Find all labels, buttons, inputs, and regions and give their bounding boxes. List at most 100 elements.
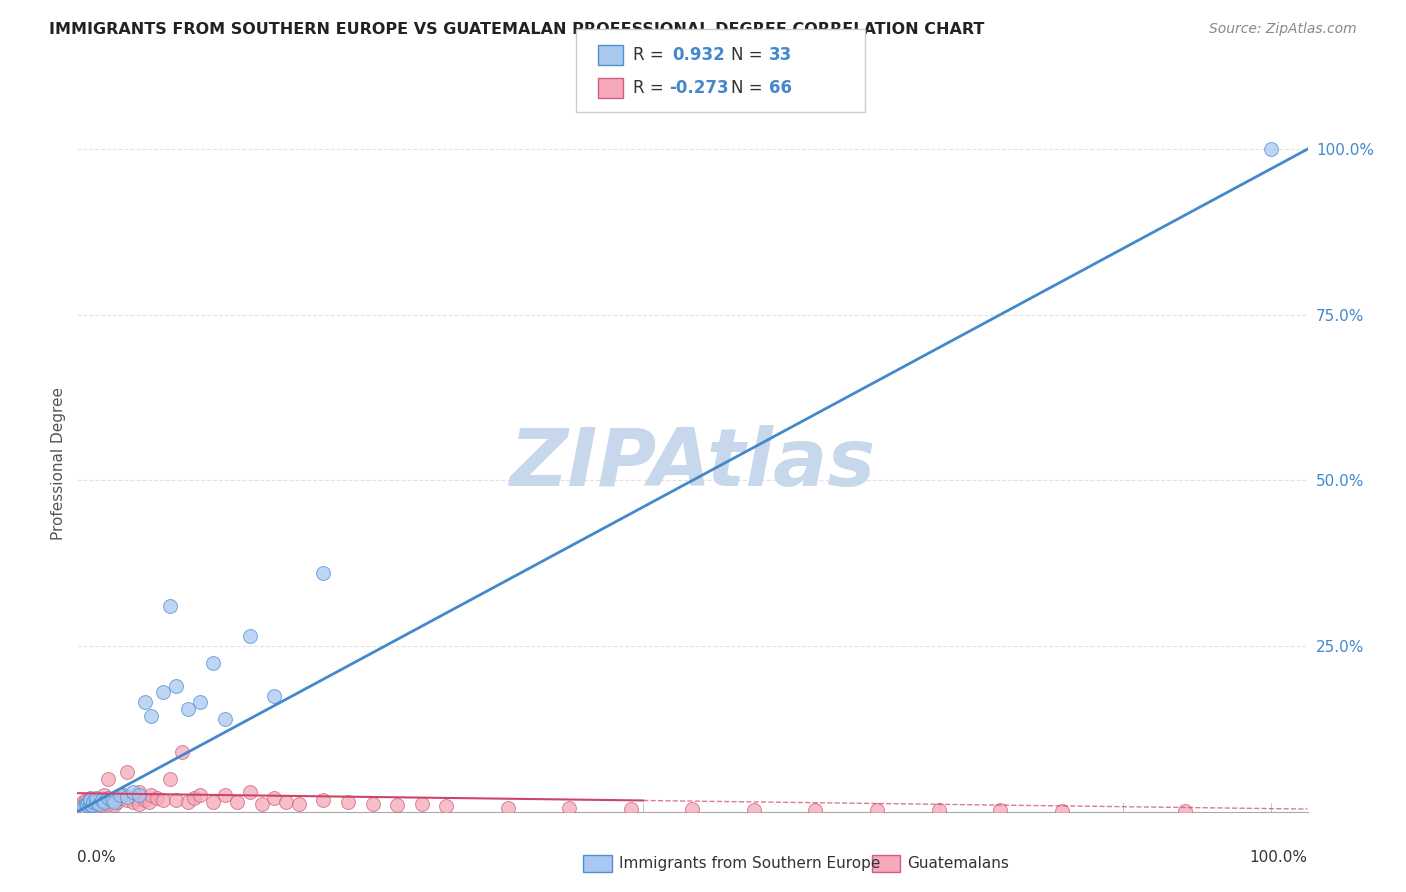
Point xyxy=(84,797,107,811)
Point xyxy=(103,795,125,809)
Point xyxy=(239,629,262,643)
Text: Source: ZipAtlas.com: Source: ZipAtlas.com xyxy=(1209,22,1357,37)
Point xyxy=(159,599,181,614)
Point xyxy=(742,803,765,817)
Point xyxy=(496,801,519,815)
Point xyxy=(115,793,138,807)
Point xyxy=(101,795,124,809)
Point xyxy=(682,802,704,816)
Point xyxy=(177,702,200,716)
Point xyxy=(115,790,138,805)
Point xyxy=(103,793,125,807)
Point xyxy=(89,795,111,809)
Point xyxy=(82,798,104,813)
Point xyxy=(226,795,249,809)
Point xyxy=(170,745,193,759)
Point xyxy=(436,799,458,814)
Point xyxy=(79,793,101,807)
Point xyxy=(90,793,114,807)
Point xyxy=(121,785,143,799)
Point xyxy=(128,797,150,811)
Point xyxy=(988,804,1011,818)
Text: N =: N = xyxy=(731,46,768,64)
Point xyxy=(125,791,148,805)
Point xyxy=(141,788,163,802)
Point xyxy=(165,793,187,807)
Text: R =: R = xyxy=(633,46,669,64)
Point xyxy=(411,797,433,811)
Point xyxy=(93,788,115,802)
Point xyxy=(115,764,138,779)
Point xyxy=(105,795,128,809)
Point xyxy=(82,795,104,809)
Point xyxy=(866,804,889,818)
Point xyxy=(75,793,97,807)
Point xyxy=(121,795,143,809)
Point xyxy=(183,791,205,805)
Point xyxy=(70,799,93,814)
Point xyxy=(77,795,100,809)
Point xyxy=(72,795,94,809)
Point xyxy=(79,797,101,811)
Point xyxy=(165,679,187,693)
Point xyxy=(103,798,125,813)
Point xyxy=(110,788,132,802)
Point xyxy=(76,798,98,813)
Point xyxy=(82,795,104,809)
Point xyxy=(263,791,285,805)
Point xyxy=(146,791,169,805)
Point xyxy=(73,797,96,811)
Point xyxy=(141,708,163,723)
Point xyxy=(201,795,224,809)
Point xyxy=(152,685,174,699)
Point xyxy=(1050,804,1073,818)
Text: 100.0%: 100.0% xyxy=(1250,850,1308,865)
Point xyxy=(928,804,950,818)
Point xyxy=(201,656,224,670)
Point xyxy=(128,785,150,799)
Point xyxy=(1260,142,1282,156)
Point xyxy=(337,795,360,809)
Point xyxy=(138,795,160,809)
Point xyxy=(239,785,262,799)
Point xyxy=(188,695,212,709)
Point xyxy=(110,791,132,805)
Point xyxy=(79,791,101,805)
Point xyxy=(84,793,107,807)
Point xyxy=(250,797,273,811)
Point xyxy=(214,712,236,726)
Text: Guatemalans: Guatemalans xyxy=(907,856,1008,871)
Text: -0.273: -0.273 xyxy=(669,79,728,97)
Point xyxy=(84,795,107,809)
Point xyxy=(72,799,94,814)
Point xyxy=(97,797,120,811)
Point xyxy=(361,797,384,811)
Point xyxy=(159,772,181,786)
Point xyxy=(276,795,298,809)
Point xyxy=(620,802,643,816)
Point xyxy=(90,793,114,807)
Point xyxy=(128,788,150,802)
Text: N =: N = xyxy=(731,79,768,97)
Point xyxy=(82,798,104,813)
Point xyxy=(177,795,200,809)
Point xyxy=(152,793,174,807)
Point xyxy=(89,797,111,811)
Point xyxy=(804,803,827,817)
Point xyxy=(134,695,156,709)
Point xyxy=(385,798,409,813)
Point xyxy=(76,798,98,813)
Text: R =: R = xyxy=(633,79,669,97)
Point xyxy=(77,795,100,809)
Point xyxy=(188,788,212,802)
Point xyxy=(90,798,114,813)
Point xyxy=(263,689,285,703)
Point xyxy=(79,797,101,811)
Text: ZIPAtlas: ZIPAtlas xyxy=(509,425,876,503)
Text: 0.0%: 0.0% xyxy=(77,850,117,865)
Point xyxy=(97,772,120,786)
Y-axis label: Professional Degree: Professional Degree xyxy=(51,387,66,541)
Point xyxy=(312,566,335,581)
Point xyxy=(112,788,135,802)
Point xyxy=(558,801,581,815)
